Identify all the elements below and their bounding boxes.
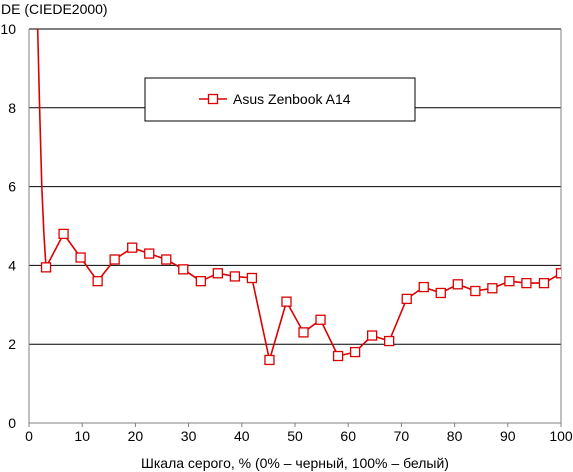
data-point xyxy=(298,327,309,338)
x-axis-title: Шкала серого, % (0% – черный, 100% – бел… xyxy=(141,455,449,471)
data-point xyxy=(555,268,561,279)
x-tick-label-50: 50 xyxy=(287,428,303,444)
x-tick-label-60: 60 xyxy=(340,428,356,444)
y-tick-label-4: 4 xyxy=(8,257,16,273)
y-tick-label-2: 2 xyxy=(8,336,16,352)
series-layer xyxy=(36,29,561,366)
y-axis-title: DE (CIEDE2000) xyxy=(1,1,108,17)
y-tick-label-8: 8 xyxy=(8,100,16,116)
y-tick-label-6: 6 xyxy=(8,179,16,195)
y-tick-labels: 0 2 4 6 8 10 xyxy=(0,21,16,431)
x-tick-label-80: 80 xyxy=(447,428,463,444)
data-point xyxy=(384,335,395,347)
data-point xyxy=(470,285,481,297)
data-point xyxy=(229,271,241,282)
series-line-0 xyxy=(36,29,561,361)
data-point xyxy=(452,279,463,290)
data-point xyxy=(264,354,275,366)
x-tick-label-10: 10 xyxy=(74,428,90,444)
data-point xyxy=(538,277,550,289)
data-point xyxy=(40,262,52,273)
data-point xyxy=(127,242,138,253)
x-tick-label-70: 70 xyxy=(394,428,410,444)
data-point xyxy=(435,287,446,299)
data-point xyxy=(58,228,69,240)
data-point xyxy=(521,277,532,289)
data-point xyxy=(366,330,378,341)
y-tick-label-10: 10 xyxy=(0,21,16,37)
data-point xyxy=(504,276,515,287)
data-point xyxy=(418,281,429,293)
legend-marker xyxy=(207,93,219,105)
x-tick-label-90: 90 xyxy=(500,428,516,444)
data-point xyxy=(401,293,412,305)
data-point xyxy=(212,268,224,279)
data-point xyxy=(75,252,86,263)
x-tick-label-40: 40 xyxy=(234,428,250,444)
x-tick-label-0: 0 xyxy=(25,428,33,444)
x-tick-label-30: 30 xyxy=(181,428,197,444)
data-point xyxy=(195,276,206,287)
data-point xyxy=(92,276,103,287)
x-tick-labels: 0 10 20 30 40 50 60 70 80 90 100 xyxy=(25,423,573,444)
grid xyxy=(29,28,561,345)
data-point xyxy=(246,272,258,284)
data-point xyxy=(332,350,344,362)
legend-box xyxy=(144,77,416,122)
legend: Asus Zenbook A14 xyxy=(144,77,416,122)
data-point xyxy=(144,248,155,259)
legend-label-asus-zenbook-a14: Asus Zenbook A14 xyxy=(233,91,351,107)
x-tick-label-100: 100 xyxy=(549,428,573,444)
data-point xyxy=(349,346,361,358)
data-point xyxy=(109,254,120,265)
data-point xyxy=(161,254,172,265)
data-point xyxy=(281,296,292,307)
y-tick-label-0: 0 xyxy=(8,415,16,431)
x-tick-label-20: 20 xyxy=(128,428,144,444)
data-point xyxy=(178,264,189,275)
data-point xyxy=(487,283,498,294)
data-point xyxy=(315,314,326,325)
